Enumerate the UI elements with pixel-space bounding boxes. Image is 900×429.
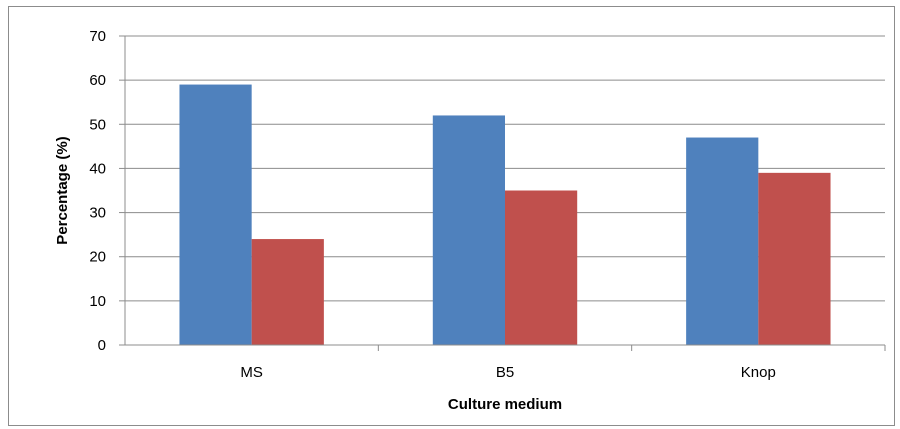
- x-tick-label: MS: [240, 364, 263, 381]
- y-tick-label: 40: [89, 160, 106, 177]
- x-axis-title: Culture medium: [448, 396, 562, 413]
- bar-series2-ms: [251, 239, 324, 345]
- axes: [119, 35, 886, 351]
- y-tick-label: 50: [89, 116, 106, 133]
- y-tick-label: 70: [89, 28, 106, 45]
- x-tick-label: B5: [496, 364, 514, 381]
- bar-series1-ms: [179, 84, 252, 346]
- bar-series2-knop: [758, 172, 831, 345]
- y-tick-label: 60: [89, 72, 106, 89]
- y-axis-title: Percentage (%): [54, 136, 71, 244]
- y-tick-label: 30: [89, 205, 106, 222]
- bar-series2-b5: [505, 190, 578, 345]
- tick-labels: 0 10 20 30 40 50 60 70 MS B5 Knop: [89, 28, 776, 381]
- y-tick-label: 20: [89, 249, 106, 266]
- bar-series1-knop: [686, 137, 759, 345]
- y-tick-label: 0: [98, 337, 106, 354]
- x-tick-label: Knop: [741, 364, 776, 381]
- y-tick-label: 10: [89, 293, 106, 310]
- bar-series1-b5: [432, 115, 505, 345]
- bars: [179, 84, 831, 346]
